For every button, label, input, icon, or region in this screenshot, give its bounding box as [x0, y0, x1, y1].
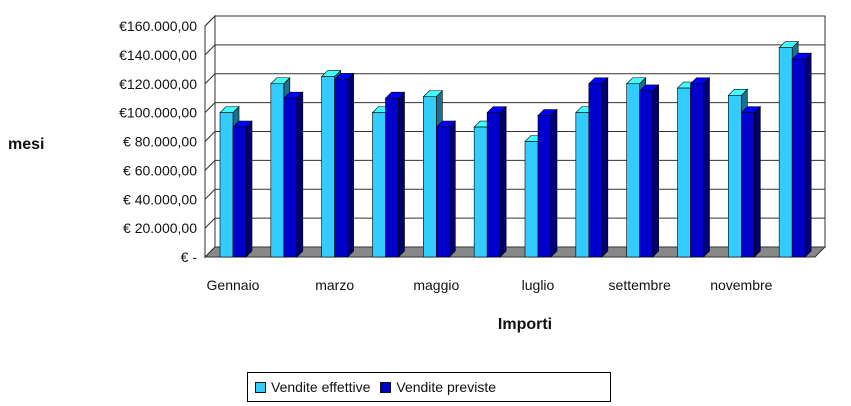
bar-vendite-previste-luglio [537, 108, 558, 258]
legend-label-vendite-effettive: Vendite effettive [271, 379, 371, 395]
x-tick-labels: Gennaio marzo maggio luglio settembre novembr… [207, 277, 773, 293]
gridline [204, 15, 825, 27]
bar-vendite-previste-marzo [333, 72, 355, 258]
gridlines [204, 15, 825, 229]
bar-vendite-previste-maggio [435, 120, 457, 258]
gridline [204, 217, 825, 229]
y-tick-labels: € - € 20.000,00 € 40.000,00 € 60.000,00 € 80… [119, 18, 197, 265]
y-tick-label: € - [181, 249, 198, 265]
bar-vendite-previste-agosto [588, 77, 609, 258]
y-tick-label: €120.000,00 [119, 76, 197, 92]
y-tick-label: € 60.000,00 [123, 162, 197, 178]
x-tick-label: novembre [710, 277, 772, 293]
x-tick-label: Gennaio [207, 277, 260, 293]
x-tick-label: maggio [413, 277, 459, 293]
y-tick-label: €160.000,00 [119, 18, 197, 34]
y-tick-label: € 80.000,00 [123, 134, 197, 150]
gridline [204, 44, 825, 56]
y-tick-label: €140.000,00 [119, 47, 197, 63]
x-tick-label: luglio [522, 277, 555, 293]
bar-vendite-previste-febbraio [283, 91, 304, 258]
gridline [204, 102, 825, 113]
legend-item-vendite-effettive: Vendite effettive [255, 379, 370, 395]
y-tick-label: € 20.000,00 [123, 220, 197, 236]
chart-floor [203, 246, 827, 258]
bars [219, 40, 812, 258]
gridline [204, 188, 825, 200]
legend-swatch-vendite-previste [380, 381, 392, 393]
bar-vendite-previste-gennaio [232, 120, 253, 258]
bar-vendite-previste-giugno [486, 105, 507, 258]
gridline [204, 73, 825, 85]
bar-vendite-previste-settembre [638, 84, 660, 258]
bar-vendite-previste-aprile [384, 91, 406, 258]
legend-label-vendite-previste: Vendite previste [396, 379, 496, 395]
y-axis-title: mesi [8, 136, 44, 153]
gridline [204, 159, 825, 171]
bar-vendite-previste-ottobre [689, 77, 711, 258]
x-axis-title: Importi [498, 316, 552, 333]
y-tick-label: €100.000,00 [119, 105, 197, 121]
legend-swatch-vendite-effettive [255, 381, 266, 393]
bar-vendite-previste-novembre [740, 105, 762, 258]
y-tick-label: € 40.000,00 [123, 191, 197, 207]
legend: Vendite effettive Vendite previste [247, 372, 611, 402]
gridline [204, 131, 825, 142]
x-tick-label: settembre [609, 277, 671, 293]
x-tick-label: marzo [315, 277, 354, 293]
legend-item-vendite-previste: Vendite previste [380, 379, 496, 395]
bar-vendite-previste-dicembre [791, 52, 812, 258]
